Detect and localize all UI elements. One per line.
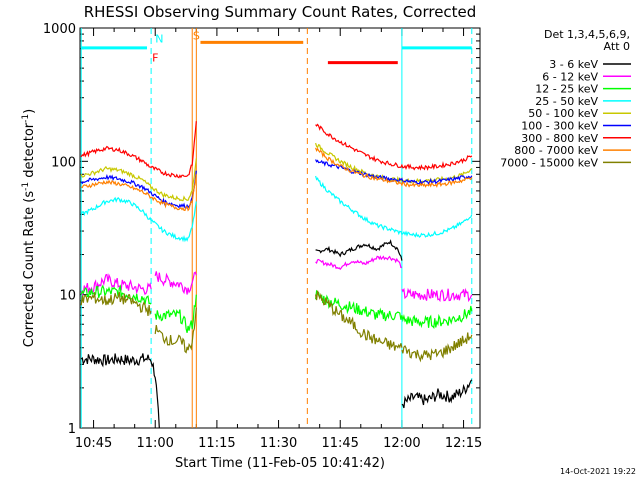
- y-tick-label: 1: [68, 422, 76, 437]
- series-line: [315, 147, 473, 188]
- series-line: [315, 159, 473, 186]
- series-line: [154, 307, 197, 354]
- legend-label: 6 - 12 keV: [542, 70, 598, 83]
- x-tick-label: 11:45: [321, 436, 358, 451]
- x-axis-label: Start Time (11-Feb-05 10:41:42): [175, 456, 385, 471]
- legend-header-line-1: Det 1,3,4,5,6,9,: [544, 28, 630, 41]
- series-line: [315, 239, 403, 261]
- series-line: [80, 170, 197, 209]
- x-tick-label: 10:45: [75, 436, 112, 451]
- legend-label: 12 - 25 keV: [535, 83, 598, 96]
- series-line: [80, 158, 197, 202]
- series-line: [80, 353, 160, 429]
- legend-label: 25 - 50 keV: [535, 95, 598, 108]
- series-line: [401, 332, 473, 363]
- y-tick-label: 1000: [43, 22, 76, 37]
- chart-title: RHESSI Observing Summary Count Rates, Co…: [84, 3, 477, 21]
- y-axis-label: Corrected Count Rate (s-1 detector-1): [21, 109, 37, 347]
- y-tick-label: 10: [59, 289, 76, 304]
- y-tick-label: 100: [51, 155, 76, 170]
- series-line: [315, 123, 473, 171]
- series-line: [401, 305, 473, 329]
- x-tick-label: 12:15: [445, 436, 482, 451]
- x-tick-label: 11:00: [136, 436, 173, 451]
- legend-label: 800 - 7000 keV: [514, 144, 598, 157]
- series-line: [80, 284, 152, 305]
- x-tick-label: 11:30: [260, 436, 297, 451]
- plot-area: 1 10 100 1000 10:45 11:00 11:15 11:30 11:45 12:00…: [43, 22, 482, 451]
- series-line: [80, 174, 197, 212]
- series-line: [315, 175, 473, 238]
- series-line: [154, 294, 197, 333]
- legend-label: 100 - 300 keV: [521, 120, 598, 133]
- legend-label: 7000 - 15000 keV: [500, 156, 598, 169]
- series-line: [401, 287, 473, 303]
- legend-label: 3 - 6 keV: [549, 58, 598, 71]
- legend-label: 300 - 800 keV: [521, 132, 598, 145]
- legend-label: 50 - 100 keV: [528, 107, 598, 120]
- series-line: [315, 142, 473, 184]
- series-line: [154, 271, 197, 295]
- series-line: [80, 196, 197, 243]
- series-line: [401, 379, 473, 409]
- series-line: [80, 121, 197, 179]
- flag-label: S: [193, 29, 200, 42]
- plot-frame: [79, 27, 481, 429]
- series-line: [80, 291, 152, 316]
- flag-label: F: [152, 52, 158, 65]
- series-line: [315, 289, 403, 322]
- series-line: [80, 273, 152, 296]
- series-line: [315, 255, 402, 271]
- x-tick-label: 12:00: [383, 436, 420, 451]
- flag-label: N: [155, 32, 163, 45]
- legend-header-line-2: Att 0: [604, 40, 630, 53]
- series-line: [315, 290, 403, 351]
- x-tick-label: 11:15: [198, 436, 235, 451]
- timestamp: 14-Oct-2021 19:22: [560, 467, 636, 476]
